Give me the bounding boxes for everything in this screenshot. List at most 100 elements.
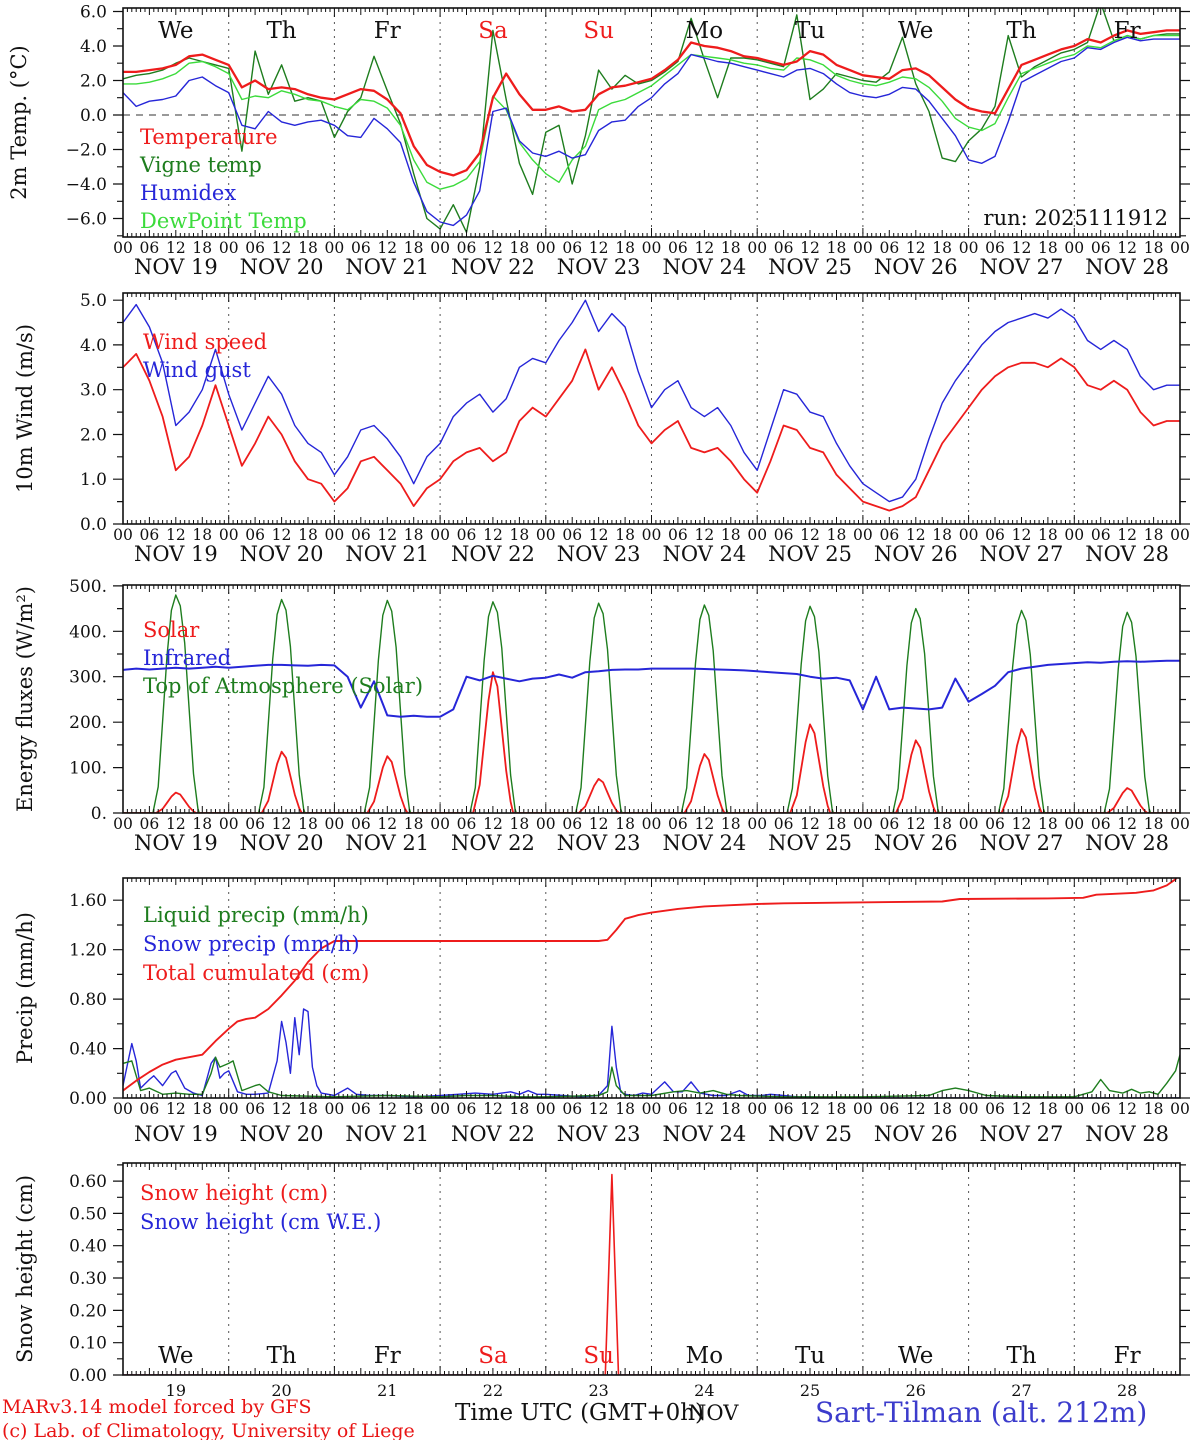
hour-label: 12 <box>272 815 292 833</box>
hour-label: 00 <box>747 815 767 833</box>
x-tick-comb <box>122 293 1181 524</box>
snow-panel: 0.60 0.50 0.40 0.30 0.20 0.10 0.00 Snow height … <box>13 1162 1190 1400</box>
y-tick-comb <box>113 899 1190 1099</box>
day-name-label: Th <box>1006 1343 1036 1369</box>
hour-label: 06 <box>879 815 899 833</box>
date-label: NOV 23 <box>557 255 641 279</box>
hour-label: 06 <box>245 815 265 833</box>
y-tick-label: 0.0 <box>80 515 107 535</box>
hour-label: 18 <box>510 815 530 833</box>
hour-label: 12 <box>800 1100 820 1118</box>
date-label: NOV 19 <box>134 542 218 566</box>
y-tick-label: 1.20 <box>69 941 107 961</box>
y-tick-label: −2.0 <box>66 141 107 161</box>
x-tick-comb <box>122 8 1181 237</box>
date-label: NOV 24 <box>662 255 746 279</box>
y-tick-label: 6.0 <box>80 2 107 22</box>
hour-label: 06 <box>562 815 582 833</box>
hour-label: 12 <box>483 815 503 833</box>
hour-label: 00 <box>1064 239 1084 257</box>
hour-label: 18 <box>932 1100 952 1118</box>
day-name-label: Mo <box>686 18 723 44</box>
hour-label: 12 <box>1117 815 1137 833</box>
legend-snow-panel-0: Snow height (cm) <box>140 1181 328 1205</box>
hour-label: 06 <box>668 815 688 833</box>
legend-precip-panel-0: Liquid precip (mm/h) <box>143 903 369 927</box>
hour-label: 00 <box>1064 1100 1084 1118</box>
hour-label: 06 <box>1091 1100 1111 1118</box>
hour-label: 18 <box>721 1100 741 1118</box>
hour-label: 06 <box>351 239 371 257</box>
day-name-label: We <box>898 1343 933 1369</box>
hour-label: 00 <box>325 1100 345 1118</box>
date-label: NOV 25 <box>768 831 852 855</box>
hour-label: 06 <box>774 815 794 833</box>
hour-label: 06 <box>985 1100 1005 1118</box>
date-label: NOV 24 <box>662 1122 746 1146</box>
day-name-label: Tu <box>795 18 825 44</box>
hour-label: 12 <box>1117 1100 1137 1118</box>
hour-label: 00 <box>219 815 239 833</box>
hour-label: 12 <box>1012 526 1032 544</box>
hour-label: 00 <box>113 815 133 833</box>
hour-label: 12 <box>589 239 609 257</box>
hour-label: 12 <box>166 526 186 544</box>
hour-label: 06 <box>562 239 582 257</box>
date-label: NOV 22 <box>451 542 535 566</box>
date-label: NOV 27 <box>980 831 1064 855</box>
hour-label: 06 <box>351 1100 371 1118</box>
hour-label: 18 <box>615 526 635 544</box>
day-name-label: We <box>898 18 933 44</box>
date-label: NOV 27 <box>980 255 1064 279</box>
day-number-label: 27 <box>1011 1381 1031 1400</box>
y-tick-label: 0.60 <box>69 1172 107 1192</box>
date-label: NOV 26 <box>874 831 958 855</box>
y-tick-label: −6.0 <box>66 210 107 230</box>
series-solar <box>123 671 1180 813</box>
date-label: NOV 22 <box>451 255 535 279</box>
hour-label: 06 <box>457 815 477 833</box>
date-label: NOV 19 <box>134 1122 218 1146</box>
y-tick-label: 0.00 <box>69 1366 107 1386</box>
series-humidex <box>123 36 1180 227</box>
date-label: NOV 21 <box>345 831 429 855</box>
hour-label: 06 <box>140 1100 160 1118</box>
hour-label: 06 <box>245 1100 265 1118</box>
hour-label: 06 <box>985 239 1005 257</box>
y-tick-label: 4.0 <box>80 336 107 356</box>
date-label: NOV 28 <box>1085 542 1169 566</box>
day-number-label: 20 <box>271 1381 291 1400</box>
day-number-label: 21 <box>377 1381 397 1400</box>
legend-energy-panel-1: Infrared <box>143 646 231 670</box>
y-tick-label: 1.60 <box>69 891 107 911</box>
hour-label: 06 <box>140 815 160 833</box>
hour-label: 18 <box>298 1100 318 1118</box>
hour-label: 12 <box>906 526 926 544</box>
x-tick-comb <box>122 1163 1181 1375</box>
hour-label: 12 <box>906 815 926 833</box>
hour-label: 06 <box>140 239 160 257</box>
hour-label: 06 <box>1091 815 1111 833</box>
hour-label: 00 <box>536 1100 556 1118</box>
hour-label: 00 <box>219 1100 239 1118</box>
day-name-label: Sa <box>478 1343 508 1369</box>
hour-label: 06 <box>668 239 688 257</box>
hour-label: 12 <box>377 239 397 257</box>
hour-label: 18 <box>1144 526 1164 544</box>
hour-label: 00 <box>1064 815 1084 833</box>
y-tick-label: 1.0 <box>80 470 107 490</box>
date-label: NOV 26 <box>874 255 958 279</box>
y-tick-label: 3.0 <box>80 381 107 401</box>
hour-label: 06 <box>562 526 582 544</box>
hour-label: 12 <box>906 1100 926 1118</box>
hour-label: 12 <box>1012 239 1032 257</box>
hour-label: 18 <box>827 239 847 257</box>
day-name-label: Sa <box>478 18 508 44</box>
day-number-label: 26 <box>906 1381 926 1400</box>
hour-label: 18 <box>298 815 318 833</box>
hour-label: 18 <box>404 526 424 544</box>
series-vigne-temp <box>123 8 1180 233</box>
y-axis-title: Precip (mm/h) <box>13 912 37 1064</box>
date-label: NOV 28 <box>1085 1122 1169 1146</box>
hour-label: 00 <box>853 815 873 833</box>
